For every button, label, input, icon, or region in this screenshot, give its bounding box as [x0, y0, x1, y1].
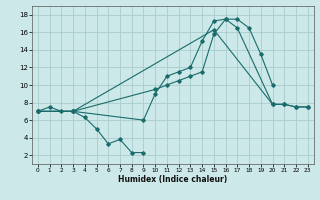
- X-axis label: Humidex (Indice chaleur): Humidex (Indice chaleur): [118, 175, 228, 184]
